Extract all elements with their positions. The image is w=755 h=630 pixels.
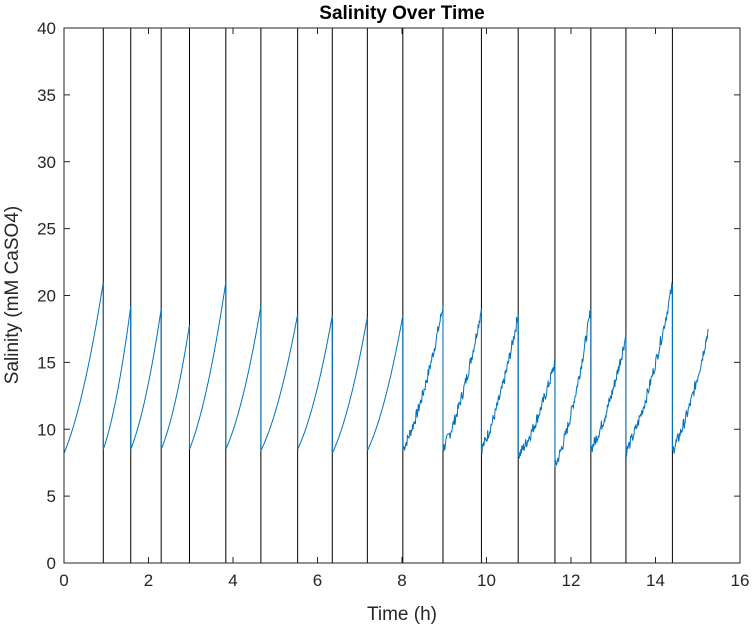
y-tick-label-7: 35 bbox=[37, 86, 56, 105]
y-tick-label-8: 40 bbox=[37, 19, 56, 38]
y-tick-label-6: 30 bbox=[37, 153, 56, 172]
y-tick-label-2: 10 bbox=[37, 420, 56, 439]
chart-title: Salinity Over Time bbox=[319, 3, 484, 24]
x-tick-label-5: 10 bbox=[477, 571, 496, 590]
x-tick-label-6: 12 bbox=[562, 571, 581, 590]
y-tick-label-3: 15 bbox=[37, 353, 56, 372]
x-tick-label-4: 8 bbox=[397, 571, 406, 590]
y-tick-label-4: 20 bbox=[37, 287, 56, 306]
x-tick-label-0: 0 bbox=[59, 571, 68, 590]
y-tick-label-5: 25 bbox=[37, 220, 56, 239]
salinity-series-group bbox=[63, 281, 709, 467]
x-tick-label-1: 2 bbox=[144, 571, 153, 590]
x-axis-ticks: 0 2 4 6 8 10 12 14 16 bbox=[59, 28, 749, 590]
x-tick-label-7: 14 bbox=[646, 571, 665, 590]
y-tick-label-1: 5 bbox=[47, 487, 56, 506]
y-tick-label-0: 0 bbox=[47, 554, 56, 573]
y-axis-ticks: 0 5 10 15 20 25 30 35 40 bbox=[37, 19, 740, 573]
x-tick-label-8: 16 bbox=[731, 571, 750, 590]
x-axis-label: Time (h) bbox=[367, 604, 437, 625]
salinity-line bbox=[63, 281, 709, 467]
x-tick-label-3: 6 bbox=[313, 571, 322, 590]
plot-area bbox=[64, 28, 740, 563]
x-tick-label-2: 4 bbox=[228, 571, 237, 590]
y-axis-label: Salinity (mM CaSO4) bbox=[2, 206, 23, 384]
